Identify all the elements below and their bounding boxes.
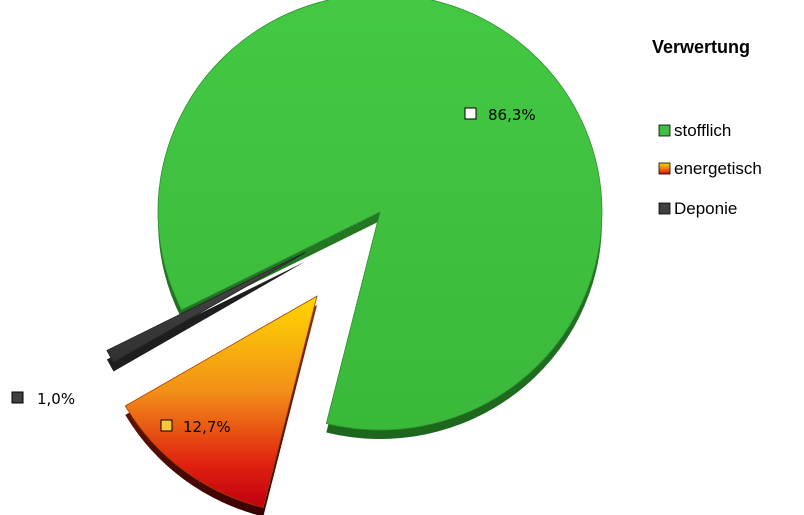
slice-energetisch-top <box>124 295 318 509</box>
legend-entry-deponie: Deponie <box>658 199 737 218</box>
legend-label-stofflich: stofflich <box>674 121 731 140</box>
slice-deponie-side <box>106 261 306 372</box>
slice-stofflich-top <box>157 0 603 431</box>
slice-deponie <box>106 252 306 372</box>
data-label-energetisch-text: 12,7% <box>183 418 231 436</box>
data-label-stofflich-text: 86,3% <box>488 106 536 124</box>
legend-swatch-stofflich <box>658 124 671 137</box>
data-label-deponie-text: 1,0% <box>37 390 75 408</box>
slice-stofflich <box>157 0 603 440</box>
legend-swatch-energetisch <box>658 162 671 175</box>
data-labels: 86,3% 12,7% 1,0% <box>11 106 536 436</box>
legend-label-energetisch: energetisch <box>674 159 762 178</box>
legend-label-deponie: Deponie <box>674 199 737 218</box>
slice-energetisch <box>124 295 318 515</box>
data-label-deponie: 1,0% <box>11 390 75 408</box>
legend-swatch-deponie <box>658 202 671 215</box>
slice-deponie-top <box>106 252 306 363</box>
legend-entry-energetisch: energetisch <box>658 159 762 178</box>
data-label-energetisch: 12,7% <box>160 418 231 436</box>
legend: Verwertung stofflich energetisch Deponie <box>652 37 762 218</box>
data-label-stofflich: 86,3% <box>464 106 536 124</box>
slices-layer <box>106 0 603 515</box>
legend-entry-stofflich: stofflich <box>658 121 731 140</box>
legend-title: Verwertung <box>652 37 750 57</box>
